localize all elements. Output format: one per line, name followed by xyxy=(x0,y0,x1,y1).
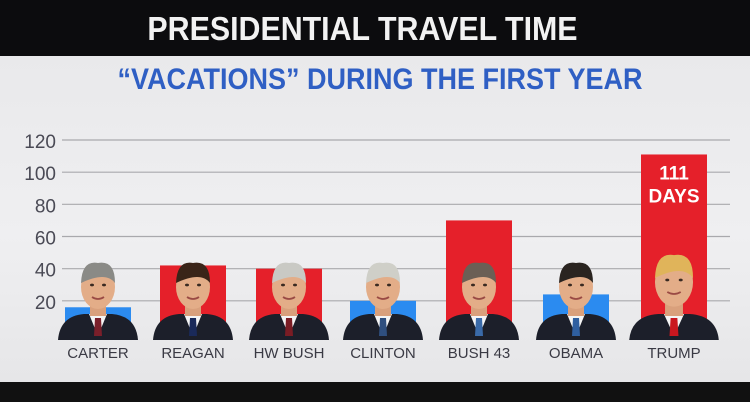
annotation-line-0: 111 xyxy=(659,163,689,184)
y-tick-label-100: 100 xyxy=(24,164,56,185)
reagan-portrait xyxy=(153,262,233,340)
x-label-hw-bush: HW BUSH xyxy=(254,345,325,362)
x-label-reagan: REAGAN xyxy=(161,345,224,362)
annotation-line-1: DAYS xyxy=(648,186,699,207)
bottom-bar xyxy=(0,382,750,402)
y-tick-label-20: 20 xyxy=(35,293,56,314)
title-bar xyxy=(0,0,750,58)
x-label-obama: OBAMA xyxy=(549,345,603,362)
hw-bush-portrait xyxy=(249,262,329,340)
y-tick-label-60: 60 xyxy=(35,229,56,250)
clinton-portrait xyxy=(343,262,423,340)
y-tick-label-40: 40 xyxy=(35,261,56,282)
carter-portrait xyxy=(58,262,138,340)
chart-subtitle: “VACATIONS” DURING THE FIRST YEAR xyxy=(117,63,643,96)
y-tick-label-80: 80 xyxy=(35,196,56,217)
chart-title: PRESIDENTIAL TRAVEL TIME xyxy=(147,10,578,47)
bush-43-portrait xyxy=(439,262,519,340)
trump-portrait xyxy=(629,254,719,340)
x-label-bush-43: BUSH 43 xyxy=(448,345,511,362)
obama-portrait xyxy=(536,262,616,340)
x-label-clinton: CLINTON xyxy=(350,345,416,362)
x-label-trump: TRUMP xyxy=(647,345,700,362)
x-label-carter: CARTER xyxy=(67,345,129,362)
y-tick-label-120: 120 xyxy=(24,132,56,153)
